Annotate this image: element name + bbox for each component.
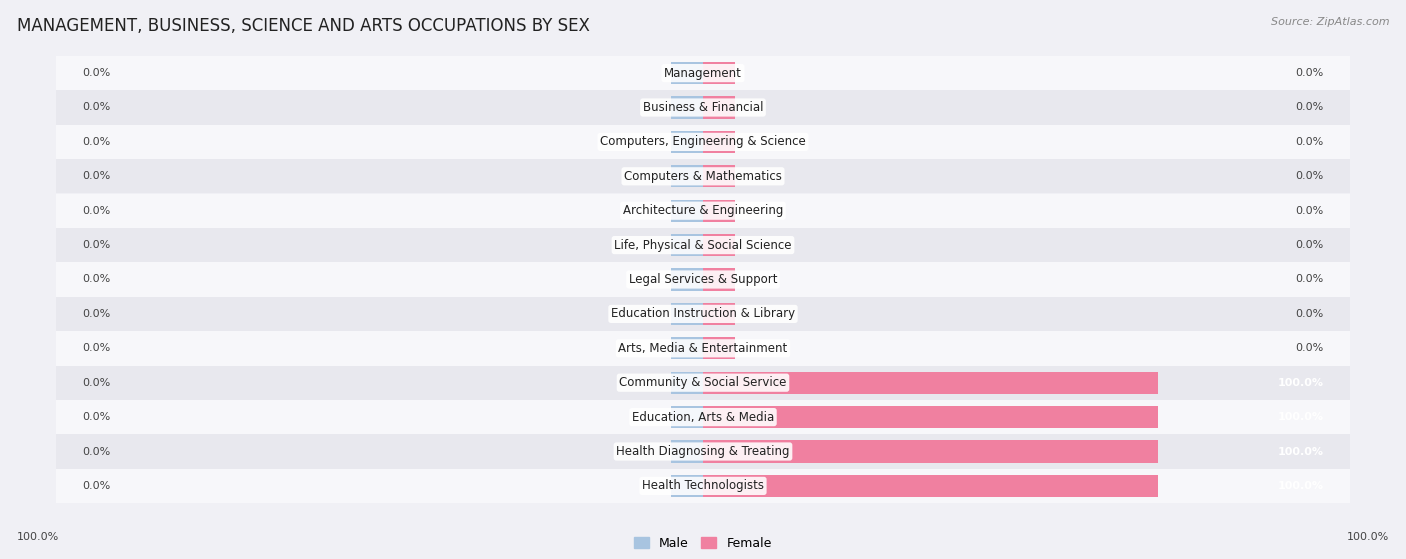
- Text: Life, Physical & Social Science: Life, Physical & Social Science: [614, 239, 792, 252]
- Bar: [671, 234, 703, 256]
- Text: Community & Social Service: Community & Social Service: [619, 376, 787, 389]
- Bar: [56, 297, 1350, 331]
- Text: 0.0%: 0.0%: [82, 68, 110, 78]
- Text: 0.0%: 0.0%: [82, 274, 110, 285]
- Bar: [671, 337, 703, 359]
- Text: 0.0%: 0.0%: [82, 240, 110, 250]
- Bar: [671, 62, 703, 84]
- Bar: [703, 96, 735, 119]
- Text: 0.0%: 0.0%: [82, 447, 110, 457]
- Bar: [703, 268, 735, 291]
- Text: 0.0%: 0.0%: [1296, 171, 1324, 181]
- Bar: [703, 234, 735, 256]
- Bar: [671, 475, 703, 497]
- Bar: [56, 159, 1350, 193]
- Text: 100.0%: 100.0%: [1278, 412, 1324, 422]
- Text: Architecture & Engineering: Architecture & Engineering: [623, 204, 783, 217]
- Text: Computers, Engineering & Science: Computers, Engineering & Science: [600, 135, 806, 148]
- Bar: [703, 475, 1159, 497]
- Bar: [56, 331, 1350, 366]
- Bar: [703, 337, 735, 359]
- Bar: [671, 165, 703, 187]
- Text: 0.0%: 0.0%: [82, 378, 110, 388]
- Bar: [671, 268, 703, 291]
- Text: 0.0%: 0.0%: [1296, 343, 1324, 353]
- Bar: [703, 200, 735, 222]
- Bar: [56, 125, 1350, 159]
- Text: 0.0%: 0.0%: [1296, 68, 1324, 78]
- Bar: [703, 303, 735, 325]
- Bar: [56, 468, 1350, 503]
- Bar: [56, 262, 1350, 297]
- Text: 0.0%: 0.0%: [1296, 102, 1324, 112]
- Bar: [671, 440, 703, 463]
- Text: 0.0%: 0.0%: [82, 343, 110, 353]
- Bar: [703, 406, 1159, 428]
- Bar: [56, 91, 1350, 125]
- Text: 100.0%: 100.0%: [17, 532, 59, 542]
- Bar: [671, 303, 703, 325]
- Bar: [56, 366, 1350, 400]
- Text: MANAGEMENT, BUSINESS, SCIENCE AND ARTS OCCUPATIONS BY SEX: MANAGEMENT, BUSINESS, SCIENCE AND ARTS O…: [17, 17, 589, 35]
- Text: 0.0%: 0.0%: [82, 137, 110, 147]
- Bar: [703, 131, 735, 153]
- Text: 0.0%: 0.0%: [82, 102, 110, 112]
- Text: 0.0%: 0.0%: [82, 309, 110, 319]
- Text: Management: Management: [664, 67, 742, 79]
- Text: Education, Arts & Media: Education, Arts & Media: [631, 411, 775, 424]
- Text: Source: ZipAtlas.com: Source: ZipAtlas.com: [1271, 17, 1389, 27]
- Text: 0.0%: 0.0%: [1296, 274, 1324, 285]
- Text: Business & Financial: Business & Financial: [643, 101, 763, 114]
- Text: 0.0%: 0.0%: [82, 481, 110, 491]
- Text: 0.0%: 0.0%: [82, 171, 110, 181]
- Text: 100.0%: 100.0%: [1278, 481, 1324, 491]
- Text: 100.0%: 100.0%: [1347, 532, 1389, 542]
- Bar: [671, 96, 703, 119]
- Text: Education Instruction & Library: Education Instruction & Library: [612, 307, 794, 320]
- Bar: [671, 200, 703, 222]
- Bar: [671, 406, 703, 428]
- Bar: [56, 400, 1350, 434]
- Bar: [56, 434, 1350, 468]
- Bar: [56, 228, 1350, 262]
- Text: 100.0%: 100.0%: [1278, 447, 1324, 457]
- Bar: [671, 131, 703, 153]
- Text: 0.0%: 0.0%: [1296, 137, 1324, 147]
- Legend: Male, Female: Male, Female: [630, 532, 776, 555]
- Text: 0.0%: 0.0%: [82, 206, 110, 216]
- Text: 0.0%: 0.0%: [82, 412, 110, 422]
- Bar: [703, 440, 1159, 463]
- Text: Legal Services & Support: Legal Services & Support: [628, 273, 778, 286]
- Text: Health Diagnosing & Treating: Health Diagnosing & Treating: [616, 445, 790, 458]
- Bar: [703, 62, 735, 84]
- Bar: [56, 56, 1350, 91]
- Text: 100.0%: 100.0%: [1278, 378, 1324, 388]
- Text: Arts, Media & Entertainment: Arts, Media & Entertainment: [619, 342, 787, 355]
- Text: 0.0%: 0.0%: [1296, 309, 1324, 319]
- Text: Health Technologists: Health Technologists: [643, 480, 763, 492]
- Bar: [703, 165, 735, 187]
- Bar: [671, 372, 703, 394]
- Bar: [56, 193, 1350, 228]
- Text: Computers & Mathematics: Computers & Mathematics: [624, 170, 782, 183]
- Text: 0.0%: 0.0%: [1296, 206, 1324, 216]
- Bar: [703, 372, 1159, 394]
- Text: 0.0%: 0.0%: [1296, 240, 1324, 250]
